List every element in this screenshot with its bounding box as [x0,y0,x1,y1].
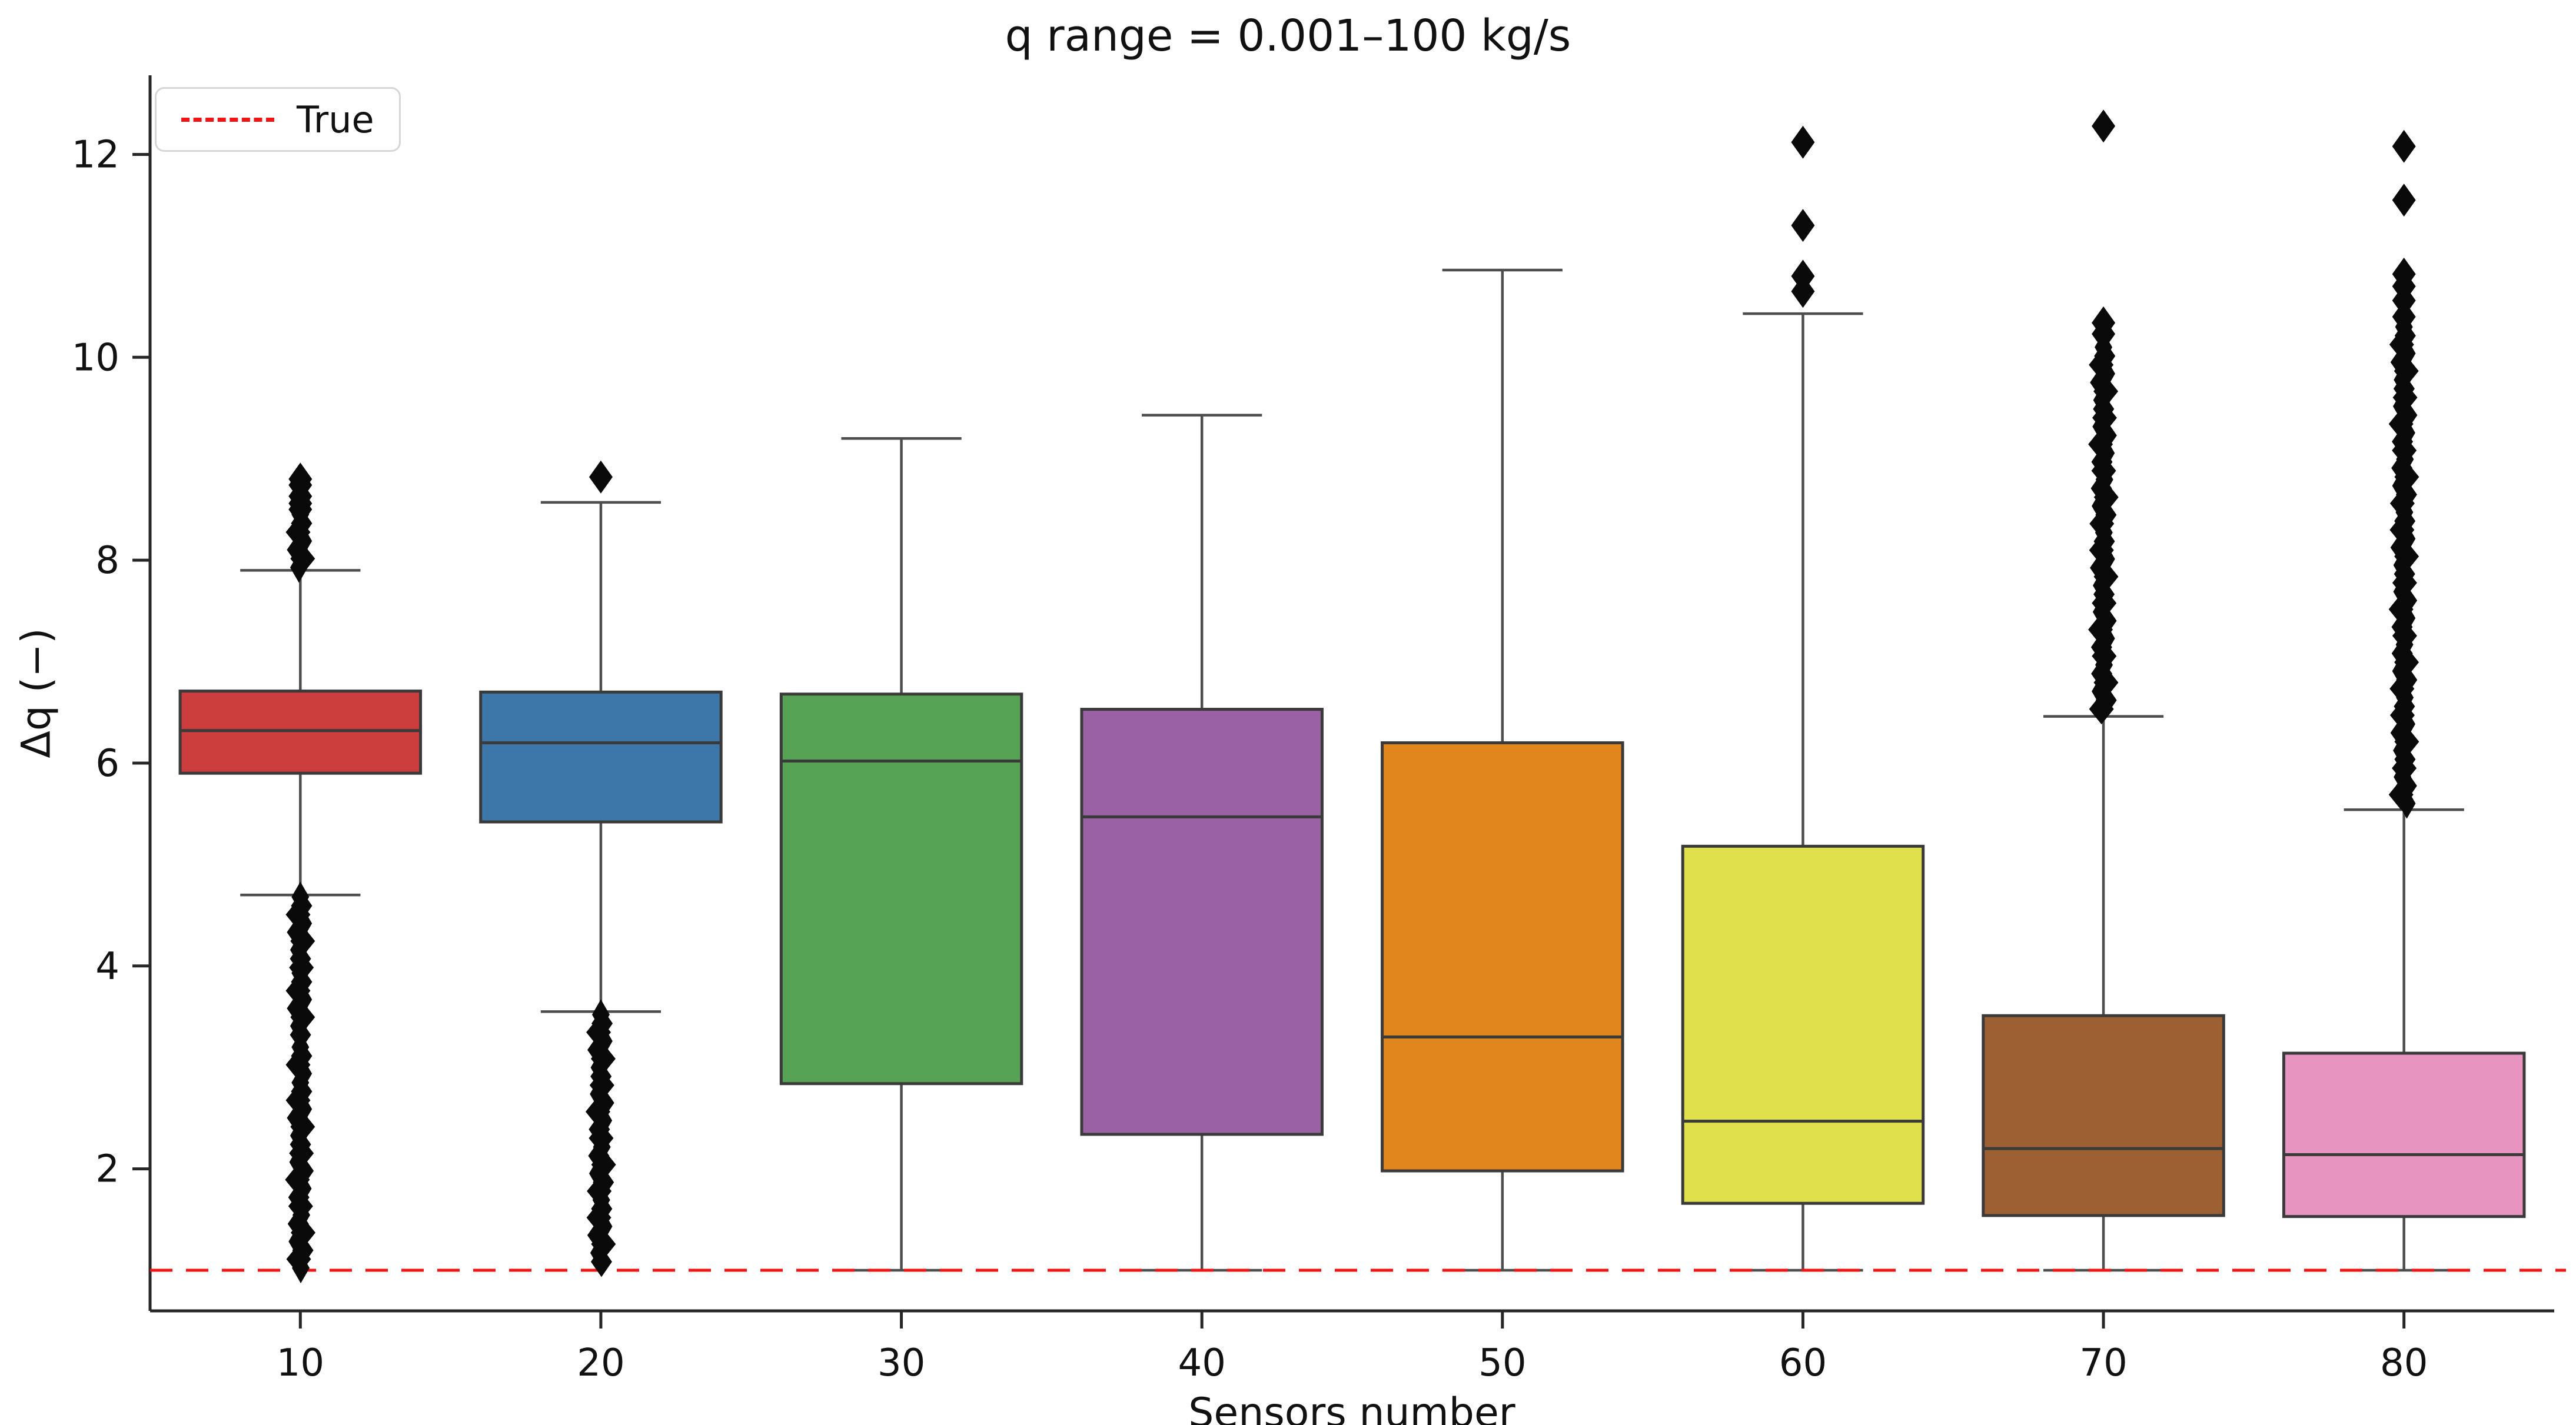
outlier-diamond [589,460,613,494]
dense-outlier-diamond [585,1096,610,1127]
y-tick-label: 4 [95,945,119,988]
x-tick-label: 10 [277,1341,324,1385]
box-50 [1381,741,1624,1173]
outlier-diamond [2392,257,2416,291]
outlier-diamond [2092,109,2116,143]
x-tick-label: 40 [1178,1341,1225,1385]
x-tick-label: 30 [877,1341,925,1385]
box-40 [1080,708,1324,1136]
x-tick-label: 60 [1779,1341,1827,1385]
legend: True [155,87,401,152]
dense-outlier-diamond [590,1246,612,1277]
dense-outlier-diamond [294,1058,313,1089]
box-60 [1681,844,1925,1205]
outlier-diamond [2392,184,2416,217]
x-tick-label: 50 [1478,1341,1526,1385]
outlier-diamond [1791,125,1815,159]
dense-outlier-diamond [2388,408,2414,440]
dense-outlier-diamond [594,1026,613,1057]
x-tick-label: 70 [2079,1341,2127,1385]
outlier-diamond [1791,259,1815,293]
box-10 [178,690,423,775]
dense-outlier-diamond [290,1019,311,1050]
box-80 [2282,1051,2526,1218]
x-tick-label: 20 [577,1341,624,1385]
x-axis-label: Sensors number [1188,1390,1515,1425]
outlier-diamond [2092,306,2116,339]
dense-outlier-diamond [586,1017,611,1048]
box-30 [779,692,1023,1086]
y-tick-label: 12 [72,133,119,177]
x-tick-label: 80 [2380,1341,2428,1385]
dense-outlier-diamond [292,1253,310,1284]
y-tick-label: 6 [95,742,119,785]
y-tick-label: 8 [95,539,119,582]
box-70 [1982,1014,2225,1217]
outlier-diamond [2392,129,2416,163]
y-tick-label: 10 [72,336,119,379]
outlier-diamond [1791,209,1815,242]
outlier-diamond [288,462,313,496]
dense-outlier-diamond [2398,788,2416,819]
dashed-line-legend-swatch [181,117,274,122]
box-20 [479,690,723,824]
dense-outlier-diamond [2089,694,2114,725]
chart-title: q range = 0.001–100 kg/s [1005,11,1571,61]
dense-outlier-diamond [290,552,308,583]
y-tick-label: 2 [95,1148,119,1191]
y-axis-label: Δq (−) [13,628,60,758]
dense-outlier-diamond [586,1202,611,1233]
legend-label: True [297,98,374,141]
dense-outlier-diamond [289,952,314,983]
